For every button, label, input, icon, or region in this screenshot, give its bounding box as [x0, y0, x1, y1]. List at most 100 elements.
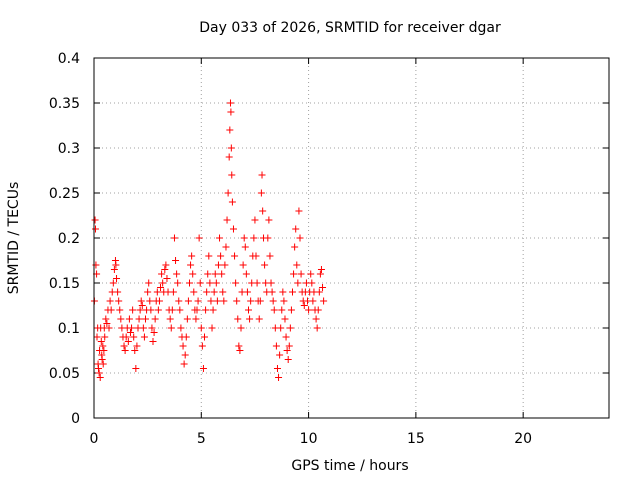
data-point — [222, 243, 230, 251]
data-point — [204, 270, 212, 278]
data-point — [243, 288, 251, 296]
data-point — [292, 225, 300, 233]
data-point — [135, 315, 143, 323]
data-point — [317, 266, 325, 273]
data-point — [149, 338, 157, 345]
data-point — [293, 261, 301, 269]
data-point — [116, 306, 124, 314]
x-axis-label: GPS time / hours — [291, 458, 408, 474]
data-point — [250, 234, 258, 242]
data-point — [231, 252, 239, 260]
data-point — [256, 297, 264, 305]
data-point — [197, 324, 205, 332]
data-point — [214, 261, 222, 269]
data-point — [257, 189, 265, 197]
data-point — [100, 347, 108, 354]
data-point — [96, 374, 104, 381]
data-point — [122, 333, 130, 341]
data-point — [319, 284, 327, 291]
data-point — [283, 347, 291, 354]
data-point — [114, 288, 122, 296]
data-point — [218, 270, 226, 278]
data-point — [131, 347, 139, 354]
data-point — [313, 324, 321, 332]
data-point — [172, 257, 180, 264]
data-point — [205, 252, 213, 260]
data-point — [232, 279, 240, 287]
data-point — [126, 329, 134, 336]
data-point — [99, 342, 107, 350]
data-point — [159, 279, 167, 287]
data-point — [185, 279, 193, 287]
data-point — [294, 279, 302, 287]
data-point — [189, 270, 197, 278]
data-point — [277, 324, 285, 332]
data-point — [285, 342, 293, 350]
data-point — [242, 270, 250, 278]
data-point — [287, 306, 295, 314]
data-point — [91, 216, 99, 224]
data-point — [206, 279, 214, 287]
data-point — [233, 297, 241, 305]
data-point — [184, 297, 192, 305]
data-point — [305, 306, 313, 314]
x-tick-label: 20 — [514, 431, 532, 447]
data-point — [261, 261, 269, 269]
x-tick-label: 5 — [197, 431, 206, 447]
data-point — [136, 306, 144, 314]
data-point — [227, 144, 235, 152]
x-tick-label: 15 — [407, 431, 425, 447]
data-point — [102, 315, 110, 323]
data-point — [272, 342, 280, 350]
data-point — [128, 324, 136, 332]
data-point — [107, 306, 115, 314]
data-point — [208, 324, 216, 332]
data-point — [252, 252, 260, 260]
data-point — [266, 252, 274, 260]
data-point — [297, 270, 305, 278]
data-point — [150, 329, 158, 336]
data-point — [278, 306, 286, 314]
y-tick-label: 0.3 — [58, 141, 80, 157]
data-point — [245, 306, 252, 314]
data-point — [316, 270, 324, 278]
data-point — [226, 99, 234, 107]
data-point — [158, 270, 166, 278]
data-point — [147, 306, 155, 314]
data-point — [199, 365, 207, 372]
data-point — [93, 333, 101, 341]
data-point — [236, 347, 244, 354]
data-point — [193, 306, 201, 314]
data-point — [188, 252, 196, 260]
data-point — [276, 351, 284, 359]
data-point — [176, 306, 184, 314]
data-point — [228, 171, 236, 179]
data-point — [213, 297, 221, 305]
data-point — [151, 315, 159, 323]
chart-title: Day 033 of 2026, SRMTID for receiver dga… — [199, 20, 501, 36]
data-point — [106, 297, 114, 305]
data-point — [235, 342, 243, 350]
data-point — [227, 108, 235, 116]
data-point — [212, 279, 220, 287]
data-point — [267, 279, 275, 287]
data-point — [120, 342, 128, 350]
data-point — [180, 360, 188, 368]
data-point — [265, 216, 273, 224]
data-point — [173, 270, 181, 278]
data-point — [220, 297, 228, 305]
data-point — [280, 297, 288, 305]
data-point — [98, 356, 106, 363]
data-point — [192, 315, 200, 323]
data-point — [281, 315, 289, 323]
data-point — [234, 315, 242, 323]
data-point — [181, 351, 189, 359]
data-point — [103, 320, 111, 327]
data-point — [203, 288, 211, 296]
data-point — [251, 216, 259, 224]
data-point — [130, 333, 138, 341]
data-series-srmtid — [90, 99, 328, 381]
data-point — [113, 275, 121, 282]
data-point — [162, 261, 170, 269]
